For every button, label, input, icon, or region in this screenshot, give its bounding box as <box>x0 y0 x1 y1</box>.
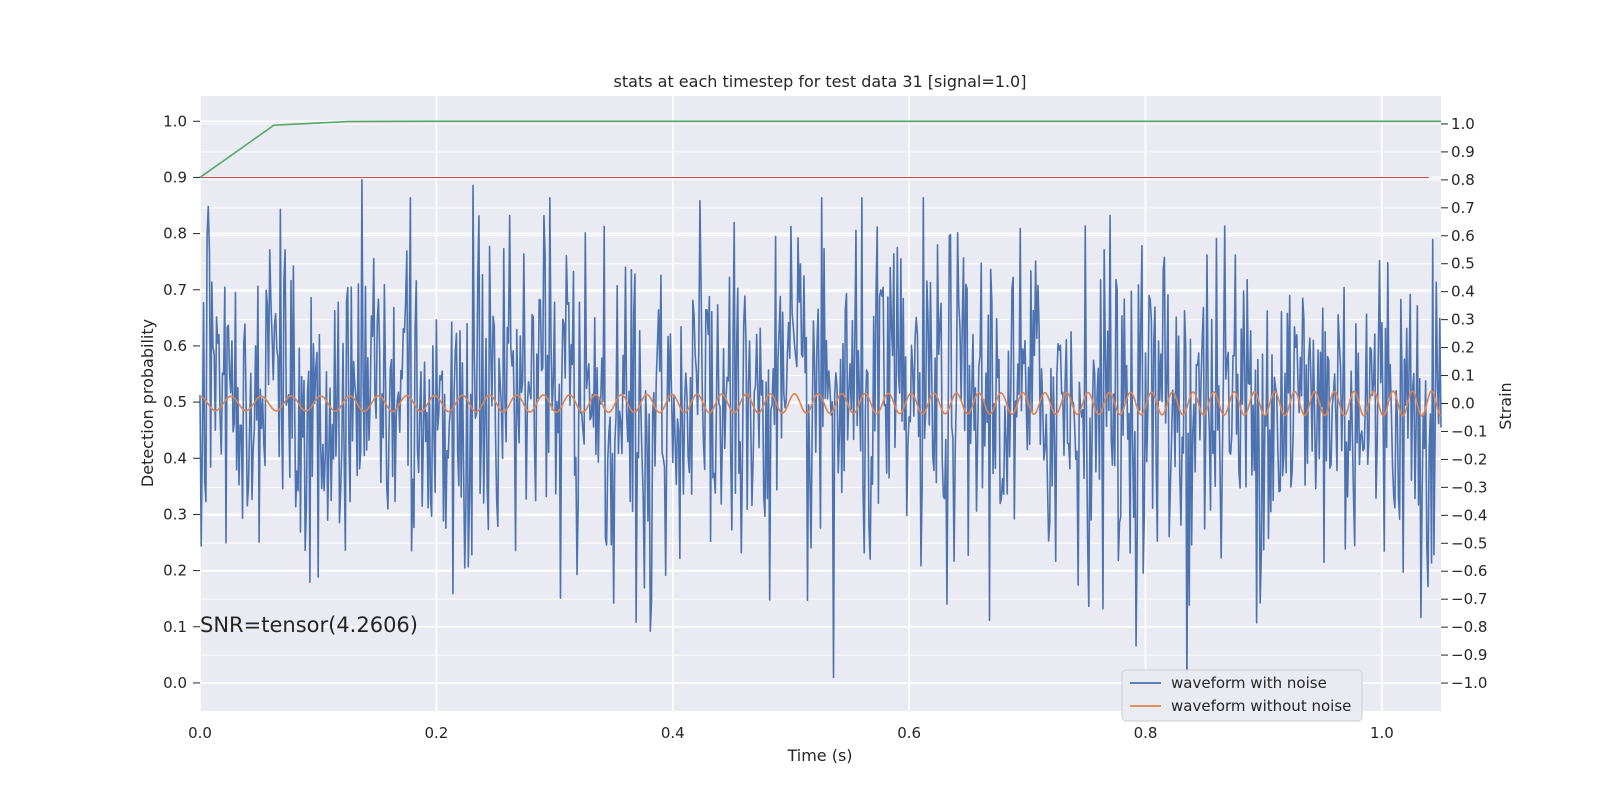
legend-label-noise: waveform with noise <box>1171 674 1327 692</box>
y-tick-label-right: −0.5 <box>1451 534 1487 552</box>
y-tick-label-right: −0.8 <box>1451 618 1487 636</box>
y-tick-label-left: 0.5 <box>163 393 187 411</box>
y-tick-label-left: 0.6 <box>163 337 187 355</box>
y-tick-label-right: −0.7 <box>1451 590 1487 608</box>
legend-label-clean: waveform without noise <box>1171 697 1351 715</box>
y-tick-label-right: −0.9 <box>1451 646 1487 664</box>
y-tick-label-right: −0.2 <box>1451 450 1487 468</box>
y-tick-label-left: 0.1 <box>163 618 187 636</box>
detection-probability-line <box>199 120 1441 179</box>
y-tick-label-right: 0.3 <box>1451 311 1475 329</box>
y-tick-label-right: −0.3 <box>1451 478 1487 496</box>
y-tick-label-left: 0.0 <box>163 674 187 692</box>
y-tick-label-right: 0.4 <box>1451 283 1475 301</box>
y-axis-label-right: Strain <box>1496 382 1515 429</box>
y-tick-label-right: 0.8 <box>1451 171 1475 189</box>
x-axis-label: Time (s) <box>786 746 852 765</box>
series-waveform-without-noise <box>199 390 1442 417</box>
x-tick-label: 0.8 <box>1134 724 1158 742</box>
y-tick-label-left: 0.7 <box>163 281 187 299</box>
series-layer <box>199 120 1442 690</box>
y-tick-label-left: 0.9 <box>163 168 187 186</box>
x-tick-label: 0.2 <box>424 724 448 742</box>
y-tick-label-right: 0.1 <box>1451 367 1475 385</box>
x-tick-label: 1.0 <box>1370 724 1394 742</box>
y-tick-label-left: 0.3 <box>163 505 187 523</box>
y-tick-label-left: 0.8 <box>163 225 187 243</box>
y-tick-label-left: 0.2 <box>163 562 187 580</box>
y-tick-label-right: 0.9 <box>1451 143 1475 161</box>
y-tick-label-right: 0.5 <box>1451 255 1475 273</box>
y-tick-label-right: 0.0 <box>1451 395 1475 413</box>
ticks: 0.0 0.2 0.4 0.6 0.8 1.0 0.0 0.1 0.2 0.3 0.4 0.5 0.6 0… <box>163 112 1487 742</box>
y-tick-label-left: 1.0 <box>163 112 187 130</box>
x-tick-label: 0.4 <box>661 724 685 742</box>
x-tick-label: 0.6 <box>897 724 921 742</box>
y-tick-label-left: 0.4 <box>163 449 187 467</box>
legend-box <box>1121 669 1363 722</box>
y-tick-label-right: 1.0 <box>1451 115 1475 133</box>
y-tick-label-right: 0.6 <box>1451 227 1475 245</box>
y-tick-label-right: −0.4 <box>1451 506 1487 524</box>
legend: waveform with noise waveform without noi… <box>1121 669 1363 722</box>
y-tick-label-right: 0.2 <box>1451 339 1475 357</box>
y-tick-label-right: −1.0 <box>1451 674 1487 692</box>
chart-title: stats at each timestep for test data 31 … <box>614 72 1027 91</box>
snr-annotation: SNR=tensor(4.2606) <box>200 613 418 637</box>
y-tick-label-right: −0.1 <box>1451 422 1487 440</box>
y-axis-label-left: Detection probability <box>138 319 157 487</box>
series-waveform-with-noise <box>199 179 1442 690</box>
x-tick-label: 0.0 <box>188 724 212 742</box>
y-tick-label-right: −0.6 <box>1451 562 1487 580</box>
y-tick-label-right: 0.7 <box>1451 199 1475 217</box>
